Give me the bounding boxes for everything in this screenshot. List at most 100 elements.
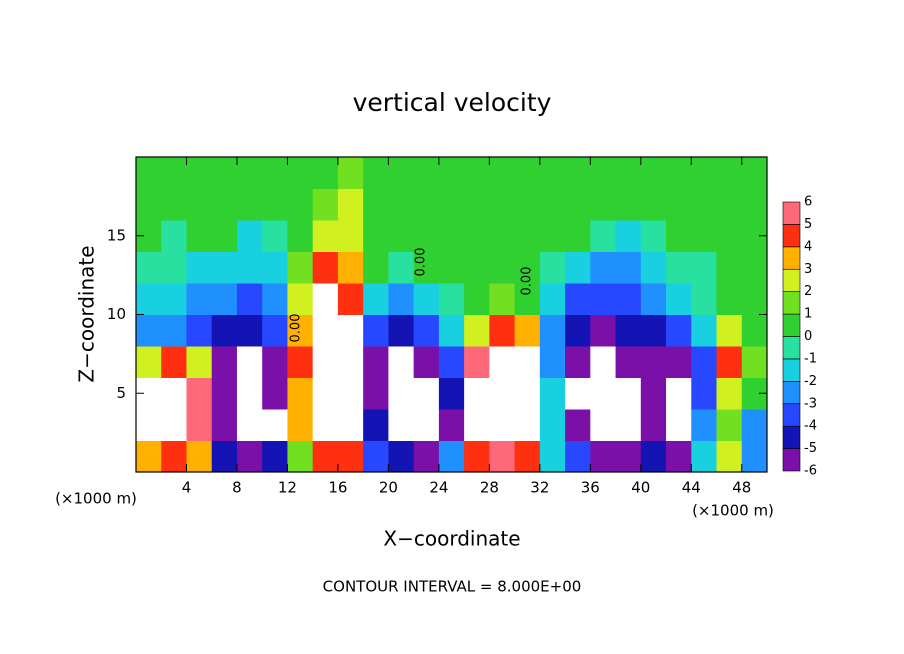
- cell: [438, 157, 465, 189]
- cell: [312, 283, 339, 315]
- cell: [438, 346, 465, 378]
- cell: [691, 251, 718, 284]
- colorbar-tick-label: 0: [804, 329, 812, 344]
- cell: [615, 377, 642, 410]
- cell: [236, 283, 263, 315]
- x-unit-label: (×1000 m): [55, 490, 137, 508]
- cell: [388, 251, 415, 284]
- cell: [590, 314, 617, 347]
- cell: [388, 283, 415, 315]
- colorbar-cell: [782, 201, 801, 225]
- cell: [337, 377, 364, 410]
- cell: [590, 283, 617, 315]
- cell: [136, 188, 162, 221]
- cell: [741, 314, 768, 347]
- cell: [489, 220, 516, 252]
- cell: [413, 409, 440, 441]
- y-axis-label: Z−coordinate: [75, 245, 99, 382]
- cell: [539, 283, 566, 315]
- cell: [211, 251, 238, 284]
- cell: [287, 251, 314, 284]
- x-tick-label: 24: [429, 479, 448, 497]
- cell: [640, 346, 667, 378]
- cell: [186, 157, 213, 189]
- cell: [666, 440, 692, 473]
- cell: [640, 409, 667, 441]
- cell: [161, 157, 187, 189]
- cell: [514, 283, 541, 315]
- cell: [211, 188, 238, 221]
- cell: [236, 188, 263, 221]
- cell: [615, 157, 642, 189]
- cell: [590, 188, 617, 221]
- cell: [236, 440, 263, 473]
- cell: [161, 314, 187, 347]
- cell: [413, 377, 440, 410]
- cell: [590, 346, 617, 378]
- x-tick-label: 16: [328, 479, 347, 497]
- cell: [640, 283, 667, 315]
- cell: [262, 409, 288, 441]
- cell: [211, 409, 238, 441]
- cell: [741, 409, 768, 441]
- cell: [691, 157, 718, 189]
- cell: [716, 283, 743, 315]
- cell: [691, 440, 718, 473]
- cell: [615, 409, 642, 441]
- cell: [565, 377, 591, 410]
- colorbar-tick-label: 4: [804, 239, 812, 254]
- cell: [438, 314, 465, 347]
- cell: [388, 409, 415, 441]
- x-tick-label: 44: [682, 479, 701, 497]
- x-axis-label: X−coordinate: [383, 527, 520, 551]
- cell: [161, 283, 187, 315]
- colorbar-tick-label: 5: [804, 217, 812, 232]
- cell: [464, 157, 490, 189]
- cell: [388, 188, 415, 221]
- colorbar-cell: [782, 358, 801, 382]
- cell: [236, 157, 263, 189]
- cell: [691, 377, 718, 410]
- cell: [539, 220, 566, 252]
- cell: [262, 157, 288, 189]
- cell: [287, 157, 314, 189]
- cell: [186, 377, 213, 410]
- cell: [287, 283, 314, 315]
- cell: [413, 346, 440, 378]
- cell: [363, 188, 389, 221]
- cell: [337, 440, 364, 473]
- colorbar-cell: [782, 291, 801, 315]
- cell: [337, 346, 364, 378]
- cell: [186, 251, 213, 284]
- cell: [136, 314, 162, 347]
- cell: [489, 377, 516, 410]
- cell: [287, 346, 314, 378]
- cell: [262, 251, 288, 284]
- cell: [337, 157, 364, 189]
- cell: [438, 251, 465, 284]
- cell: [590, 251, 617, 284]
- x-tick-label: 20: [379, 479, 398, 497]
- cell: [337, 314, 364, 347]
- colorbar-tick-label: -1: [804, 351, 817, 366]
- cell: [363, 409, 389, 441]
- cell: [741, 440, 768, 473]
- cell: [312, 377, 339, 410]
- cell: [438, 377, 465, 410]
- cell: [186, 283, 213, 315]
- cell: [539, 188, 566, 221]
- cell: [716, 251, 743, 284]
- cell: [489, 314, 516, 347]
- cell: [539, 314, 566, 347]
- cell: [590, 220, 617, 252]
- cell: [741, 346, 768, 378]
- cell: [666, 409, 692, 441]
- cell: [136, 157, 162, 189]
- cell: [337, 283, 364, 315]
- cell: [514, 409, 541, 441]
- cell: [615, 283, 642, 315]
- cell: [590, 440, 617, 473]
- colorbar-tick-label: -3: [804, 396, 817, 411]
- cell: [236, 220, 263, 252]
